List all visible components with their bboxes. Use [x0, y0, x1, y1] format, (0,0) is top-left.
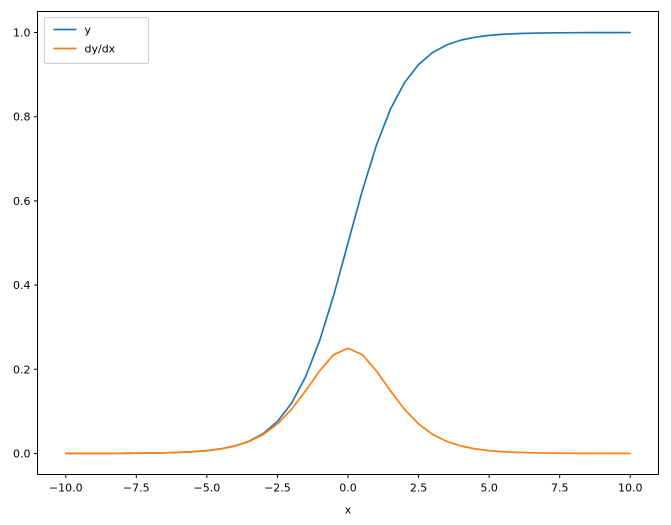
x-tick-label: 5.0: [480, 482, 498, 495]
x-tick-label: 0.0: [339, 482, 357, 495]
y-tick-label: 0.6: [13, 195, 31, 208]
y-tick-label: 0.4: [13, 279, 31, 292]
x-tick-label: −7.5: [123, 482, 150, 495]
y-tick-label: 0.8: [13, 111, 31, 124]
legend-label: y: [85, 24, 92, 37]
x-tick-label: −5.0: [194, 482, 221, 495]
y-tick-label: 1.0: [13, 27, 31, 40]
x-tick-label: 2.5: [410, 482, 428, 495]
x-tick-label: 10.0: [618, 482, 643, 495]
x-tick-label: −2.5: [264, 482, 291, 495]
x-tick-label: −10.0: [49, 482, 83, 495]
x-tick-label: 7.5: [551, 482, 569, 495]
x-axis-label: x: [345, 504, 352, 517]
legend-label: dy/dx: [85, 43, 116, 56]
legend-box: [44, 17, 149, 64]
y-tick-label: 0.0: [13, 447, 31, 460]
y-tick-label: 0.2: [13, 363, 31, 376]
series-line-dy-dx: [64, 347, 632, 455]
